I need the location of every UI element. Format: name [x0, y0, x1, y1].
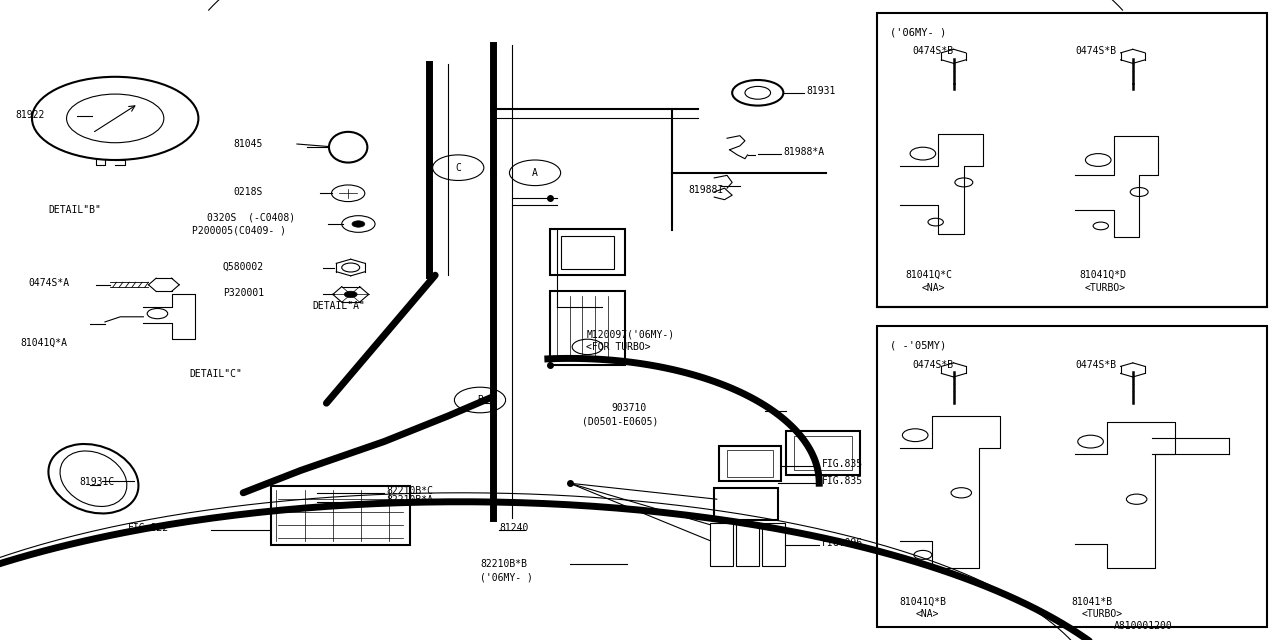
Text: (D0501-E0605): (D0501-E0605)	[582, 416, 659, 426]
Text: <NA>: <NA>	[922, 283, 945, 293]
Text: 0474S*B: 0474S*B	[1075, 360, 1116, 370]
Text: 81045: 81045	[233, 139, 262, 149]
Text: FIG.835: FIG.835	[822, 476, 863, 486]
Text: 0474S*B: 0474S*B	[913, 46, 954, 56]
Text: 82210B*A: 82210B*A	[387, 495, 434, 506]
Text: A810001200: A810001200	[1114, 621, 1172, 631]
Text: 81922: 81922	[15, 110, 45, 120]
Text: 81931: 81931	[806, 86, 836, 96]
Text: DETAIL"B": DETAIL"B"	[49, 205, 101, 215]
Text: 81041Q*A: 81041Q*A	[20, 337, 68, 348]
Text: <NA>: <NA>	[915, 609, 938, 620]
FancyBboxPatch shape	[762, 523, 785, 566]
Text: <TURBO>: <TURBO>	[1084, 283, 1125, 293]
Text: 81041Q*C: 81041Q*C	[905, 270, 952, 280]
Text: A: A	[532, 168, 538, 178]
Text: B: B	[477, 395, 483, 405]
FancyBboxPatch shape	[714, 488, 778, 520]
Text: ('06MY- ): ('06MY- )	[890, 27, 946, 37]
Text: ( -'05MY): ( -'05MY)	[890, 340, 946, 351]
Text: P320001: P320001	[223, 288, 264, 298]
Text: FIG.822: FIG.822	[128, 523, 169, 533]
Text: 81988I: 81988I	[689, 185, 724, 195]
FancyBboxPatch shape	[710, 523, 733, 566]
FancyBboxPatch shape	[719, 446, 781, 481]
FancyBboxPatch shape	[736, 523, 759, 566]
Text: FIG.096: FIG.096	[822, 538, 863, 548]
Text: <TURBO>: <TURBO>	[1082, 609, 1123, 620]
Text: 81240: 81240	[499, 523, 529, 533]
Text: 82210B*C: 82210B*C	[387, 486, 434, 496]
Text: 81988*A: 81988*A	[783, 147, 824, 157]
Text: M120097('06MY-): M120097('06MY-)	[586, 329, 675, 339]
FancyBboxPatch shape	[794, 436, 852, 470]
Text: 0474S*B: 0474S*B	[913, 360, 954, 370]
FancyBboxPatch shape	[877, 13, 1267, 307]
FancyBboxPatch shape	[271, 486, 410, 545]
Text: 0320S  (-C0408): 0320S (-C0408)	[207, 212, 296, 223]
Text: 0474S*A: 0474S*A	[28, 278, 69, 288]
FancyBboxPatch shape	[561, 236, 614, 269]
FancyBboxPatch shape	[786, 431, 860, 475]
Text: 81041Q*D: 81041Q*D	[1079, 270, 1126, 280]
Text: 81041Q*B: 81041Q*B	[900, 596, 947, 607]
Text: ('06MY- ): ('06MY- )	[480, 572, 532, 582]
Text: 0474S*B: 0474S*B	[1075, 46, 1116, 56]
FancyBboxPatch shape	[877, 326, 1267, 627]
Text: Q580002: Q580002	[223, 261, 264, 271]
Circle shape	[344, 291, 357, 298]
Text: DETAIL"A": DETAIL"A"	[312, 301, 365, 311]
Text: DETAIL"C": DETAIL"C"	[189, 369, 242, 380]
FancyBboxPatch shape	[550, 291, 625, 365]
Text: 903710: 903710	[612, 403, 648, 413]
Text: FIG.835: FIG.835	[822, 459, 863, 469]
Text: 81041*B: 81041*B	[1071, 596, 1112, 607]
Text: C: C	[456, 163, 461, 173]
Text: 82210B*B: 82210B*B	[480, 559, 527, 570]
Text: P200005(C0409- ): P200005(C0409- )	[192, 225, 285, 236]
FancyBboxPatch shape	[727, 450, 773, 477]
Circle shape	[352, 221, 365, 227]
FancyBboxPatch shape	[550, 229, 625, 275]
Text: 0218S: 0218S	[233, 187, 262, 197]
Text: <FOR TURBO>: <FOR TURBO>	[586, 342, 650, 352]
Text: 81931C: 81931C	[79, 477, 115, 487]
